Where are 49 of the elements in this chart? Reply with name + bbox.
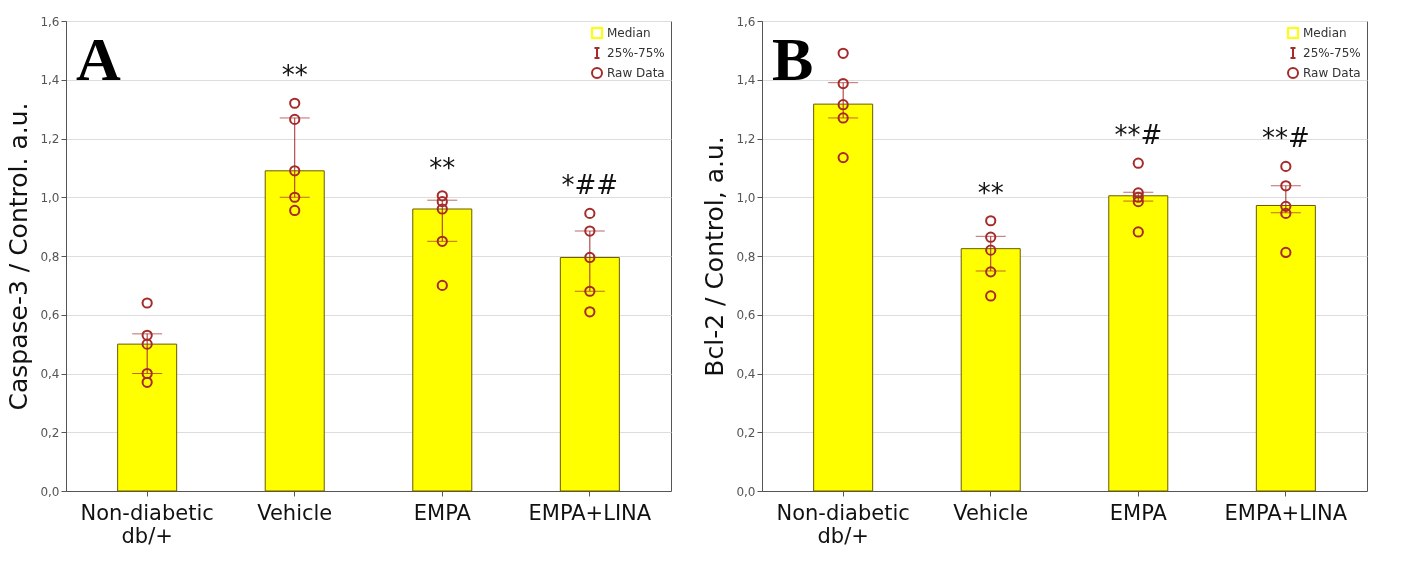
y-tick-label: 0,6 xyxy=(736,308,756,323)
y-tick-label: 0,2 xyxy=(736,425,756,440)
y-tick-label: 1,6 xyxy=(736,14,756,29)
y-tick-label: 1,2 xyxy=(736,132,756,146)
legend-label: Median xyxy=(607,26,651,40)
y-tick-label: 1,0 xyxy=(736,190,756,205)
x-tick-label: EMPA+LINA xyxy=(1224,500,1348,525)
x-tick-label: EMPA xyxy=(1109,500,1168,525)
annotation: 25%-75% xyxy=(607,46,665,60)
y-tick-label: 1,0 xyxy=(40,190,60,205)
bar xyxy=(412,208,473,492)
annotation: ** xyxy=(281,60,308,91)
y-tick-label: 0,8 xyxy=(736,249,756,264)
legend-label: Raw Data xyxy=(1303,66,1361,80)
annotation: A xyxy=(76,25,121,93)
y-tick-label: 0,8 xyxy=(40,249,60,264)
x-tick-label: Non-diabetic db/+ xyxy=(80,500,214,548)
annotation: ** xyxy=(977,177,1004,208)
bar xyxy=(117,343,178,492)
x-tick-label: Vehicle xyxy=(257,500,333,525)
annotation: **# xyxy=(1114,120,1163,151)
y-tick-label: 0,2 xyxy=(40,425,60,440)
y-tick-label: 0,6 xyxy=(40,308,60,323)
y-tick-label: 0,4 xyxy=(40,367,60,381)
legend-label: Raw Data xyxy=(607,66,665,80)
bar xyxy=(264,170,325,492)
y-axis-title: Caspase-3 / Control. a.u. xyxy=(4,102,34,411)
x-tick-label: EMPA xyxy=(413,500,472,525)
x-tick-label: Non-diabetic db/+ xyxy=(776,500,910,548)
annotation: ** xyxy=(429,152,456,183)
y-tick-label: 1,6 xyxy=(40,14,60,29)
annotation: *## xyxy=(561,170,619,201)
bar xyxy=(559,256,620,492)
y-tick-label: 0,4 xyxy=(736,367,756,381)
annotation: B xyxy=(772,25,814,93)
legend-label: Median xyxy=(1303,26,1347,40)
y-axis-title: Bcl-2 / Control, a.u. xyxy=(700,136,730,377)
y-tick-label: 0,0 xyxy=(736,484,756,499)
x-tick-label: Vehicle xyxy=(953,500,1029,525)
bar xyxy=(960,248,1021,492)
y-tick-label: 1,2 xyxy=(40,132,60,146)
bar xyxy=(1255,204,1316,492)
y-tick-label: 0,0 xyxy=(40,484,60,499)
annotation: **# xyxy=(1261,123,1310,154)
y-tick-label: 1,4 xyxy=(736,73,756,88)
annotation: 25%-75% xyxy=(1303,46,1361,60)
bar xyxy=(813,103,874,492)
y-tick-label: 1,4 xyxy=(40,73,60,88)
x-tick-label: EMPA+LINA xyxy=(528,500,652,525)
